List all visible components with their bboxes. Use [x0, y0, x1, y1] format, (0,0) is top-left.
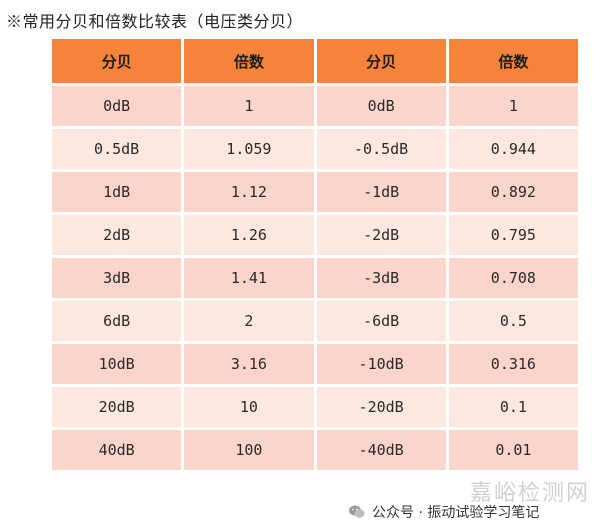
table-cell: 40dB: [52, 430, 182, 470]
wechat-account-label: 公众号 · 振动试验学习笔记: [372, 505, 540, 521]
wechat-account-credit: 公众号 · 振动试验学习笔记: [348, 502, 539, 522]
table-cell: -3dB: [316, 258, 446, 298]
table-cell: 0dB: [316, 86, 446, 126]
decibel-ratio-table: 分贝 倍数 分贝 倍数 0dB 1 0dB 1 0.5dB 1.059 -0.5…: [49, 36, 581, 473]
table-cell: 1.26: [184, 215, 314, 255]
column-header-db-negative: 分贝: [316, 39, 446, 83]
column-header-db-positive: 分贝: [52, 39, 182, 83]
table-cell: 0.316: [448, 344, 578, 384]
wechat-icon: [348, 503, 366, 521]
table-cell: 0.708: [448, 258, 578, 298]
table-caption: ※常用分贝和倍数比较表（电压类分贝）: [6, 12, 304, 31]
table-row: 20dB 10 -20dB 0.1: [52, 387, 578, 427]
table-row: 3dB 1.41 -3dB 0.708: [52, 258, 578, 298]
table-cell: 2dB: [52, 215, 182, 255]
table-cell: -6dB: [316, 301, 446, 341]
table-cell: -10dB: [316, 344, 446, 384]
table-cell: 0.5dB: [52, 129, 182, 169]
table-cell: 0dB: [52, 86, 182, 126]
table-row: 10dB 3.16 -10dB 0.316: [52, 344, 578, 384]
table-cell: 0.1: [448, 387, 578, 427]
table-row: 2dB 1.26 -2dB 0.795: [52, 215, 578, 255]
table-row: 0.5dB 1.059 -0.5dB 0.944: [52, 129, 578, 169]
column-header-ratio-positive: 倍数: [184, 39, 314, 83]
table-header-row: 分贝 倍数 分贝 倍数: [52, 39, 578, 83]
table-cell: 1.12: [184, 172, 314, 212]
table-cell: 1dB: [52, 172, 182, 212]
table-cell: 1: [184, 86, 314, 126]
table-cell: 1.059: [184, 129, 314, 169]
table-cell: 1.41: [184, 258, 314, 298]
table-cell: 0.944: [448, 129, 578, 169]
table-cell: 0.892: [448, 172, 578, 212]
table-cell: 0.01: [448, 430, 578, 470]
column-header-ratio-negative: 倍数: [448, 39, 578, 83]
table-cell: -40dB: [316, 430, 446, 470]
table-cell: 1: [448, 86, 578, 126]
table-row: 1dB 1.12 -1dB 0.892: [52, 172, 578, 212]
table-cell: -1dB: [316, 172, 446, 212]
table-cell: 10dB: [52, 344, 182, 384]
table-cell: -0.5dB: [316, 129, 446, 169]
table-row: 40dB 100 -40dB 0.01: [52, 430, 578, 470]
table-row: 0dB 1 0dB 1: [52, 86, 578, 126]
table-cell: 100: [184, 430, 314, 470]
table-cell: 0.795: [448, 215, 578, 255]
table-cell: 0.5: [448, 301, 578, 341]
table-row: 6dB 2 -6dB 0.5: [52, 301, 578, 341]
table-cell: 20dB: [52, 387, 182, 427]
table-cell: 3.16: [184, 344, 314, 384]
table-cell: 3dB: [52, 258, 182, 298]
table-cell: -2dB: [316, 215, 446, 255]
table-cell: 2: [184, 301, 314, 341]
table-cell: 6dB: [52, 301, 182, 341]
table-cell: -20dB: [316, 387, 446, 427]
table-cell: 10: [184, 387, 314, 427]
